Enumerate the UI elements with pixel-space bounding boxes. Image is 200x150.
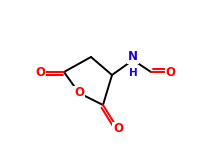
Text: N: N [128,50,138,63]
Text: O: O [74,87,84,99]
Text: O: O [166,66,176,78]
Text: O: O [113,123,123,135]
Text: H: H [129,69,137,78]
Text: O: O [35,66,45,78]
